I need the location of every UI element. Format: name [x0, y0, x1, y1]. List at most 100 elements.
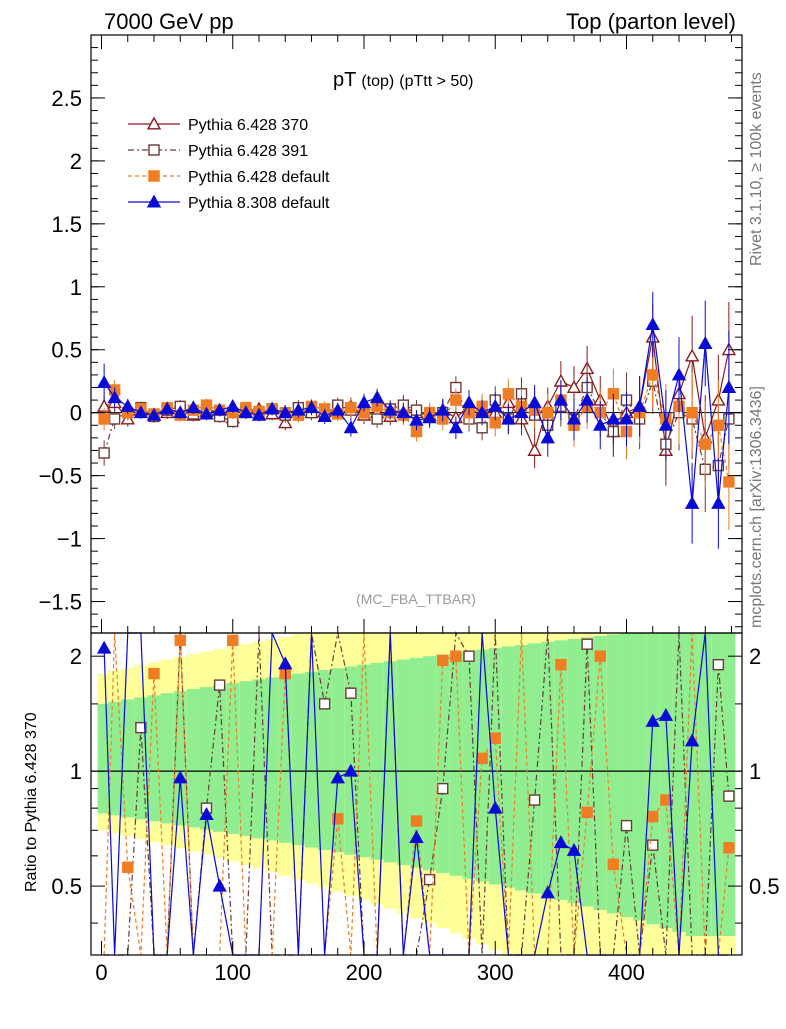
ratio-tick-label-right: 2 — [749, 644, 761, 669]
data-point — [566, 411, 582, 425]
band-green — [619, 633, 634, 917]
ratio-point — [278, 656, 293, 670]
main-panel-series — [91, 291, 742, 549]
band-green — [698, 633, 712, 937]
band-green — [199, 687, 214, 830]
band-green — [633, 633, 647, 921]
band-green — [409, 657, 424, 868]
band-green — [436, 654, 450, 874]
data-point — [593, 417, 608, 431]
band-green — [462, 651, 476, 879]
ratio-point — [345, 687, 357, 699]
ratio-point — [555, 658, 567, 671]
data-point — [540, 430, 555, 444]
ratio-point — [594, 650, 606, 662]
band-green — [659, 633, 673, 929]
data-point — [645, 317, 660, 331]
data-point — [461, 395, 477, 409]
band-green — [318, 670, 332, 850]
y-tick-label: −1 — [57, 527, 82, 552]
data-point — [159, 401, 175, 415]
ratio-point — [135, 721, 147, 734]
data-point — [409, 412, 424, 426]
band-green — [147, 695, 161, 822]
ratio-point — [199, 807, 214, 820]
ratio-point — [488, 800, 503, 814]
data-point — [108, 413, 121, 425]
band-green — [278, 675, 292, 843]
axes-ticks: −1.5 −1 −0.5 0 0.5 1 1.5 2 2.5 0 100 200 300 400 0.5 0.… — [39, 35, 780, 985]
ratio-point — [332, 813, 344, 825]
y-tick-label: 2.5 — [51, 86, 82, 111]
ratio-point — [647, 839, 659, 851]
band-green — [226, 683, 240, 834]
chart-title-main: pT — [333, 69, 356, 91]
ratio-point — [489, 732, 501, 744]
data-point — [212, 402, 227, 416]
data-point — [514, 405, 529, 419]
ratio-point — [528, 794, 541, 806]
data-point — [542, 406, 554, 419]
data-point — [698, 336, 713, 349]
data-point — [304, 400, 319, 414]
data-point — [369, 390, 385, 404]
band-green — [646, 633, 660, 925]
y-tick-label: 1.5 — [51, 212, 82, 237]
data-point — [345, 401, 357, 414]
ratio-point — [723, 790, 735, 802]
data-point — [684, 348, 700, 362]
data-point — [699, 438, 711, 450]
data-point — [120, 398, 135, 412]
data-point — [186, 400, 201, 414]
band-green — [514, 644, 529, 891]
data-point — [317, 409, 332, 422]
band-green — [593, 635, 607, 910]
ratio-point — [213, 679, 226, 691]
data-point — [146, 407, 162, 421]
x-tick-label: 300 — [477, 960, 514, 985]
ratio-tick-label-left: 0.5 — [51, 874, 82, 899]
ratio-point — [148, 667, 160, 680]
ratio-point — [581, 638, 593, 650]
ratio-tick-label-right: 0.5 — [749, 874, 780, 899]
y-tick-label: 2 — [70, 149, 82, 174]
legend-label: Pythia 6.428 default — [188, 169, 330, 186]
band-green — [370, 662, 384, 860]
band-green — [344, 666, 358, 855]
ratio-uncertainty-bands — [97, 633, 736, 955]
ratio-point — [463, 650, 475, 662]
band-green — [186, 689, 200, 828]
ratio-point — [607, 858, 620, 871]
legend-label: Pythia 6.428 391 — [188, 143, 308, 160]
band-green — [722, 633, 736, 937]
x-tick-label: 0 — [95, 960, 107, 985]
ratio-tick-label-left: 1 — [70, 759, 82, 784]
ratio-point — [212, 878, 227, 892]
band-green — [121, 699, 135, 818]
ratio-point — [581, 806, 593, 819]
ratio-point — [410, 815, 423, 827]
ratio-point — [540, 885, 555, 899]
data-point — [686, 406, 698, 419]
header-right: Top (parton level) — [566, 9, 736, 34]
data-point — [98, 413, 110, 425]
legend-label: Pythia 8.308 default — [188, 195, 330, 212]
ratio-point — [227, 634, 239, 647]
ratio-point — [712, 658, 725, 671]
band-green — [554, 640, 568, 900]
data-point — [422, 410, 437, 424]
ratio-point — [476, 752, 488, 765]
ratio-point — [318, 698, 331, 710]
data-point — [488, 398, 503, 412]
data-point — [435, 402, 450, 416]
legend-marker — [146, 194, 162, 208]
y-tick-label: −1.5 — [39, 590, 82, 615]
band-green — [396, 659, 410, 865]
ratio-point — [122, 861, 134, 873]
ratio-tick-label-left: 2 — [70, 644, 82, 669]
data-point — [199, 406, 214, 420]
y-tick-label: −0.5 — [39, 464, 82, 489]
chart-title: pT (top) (pTtt > 50) — [333, 69, 474, 91]
band-green — [449, 652, 463, 876]
